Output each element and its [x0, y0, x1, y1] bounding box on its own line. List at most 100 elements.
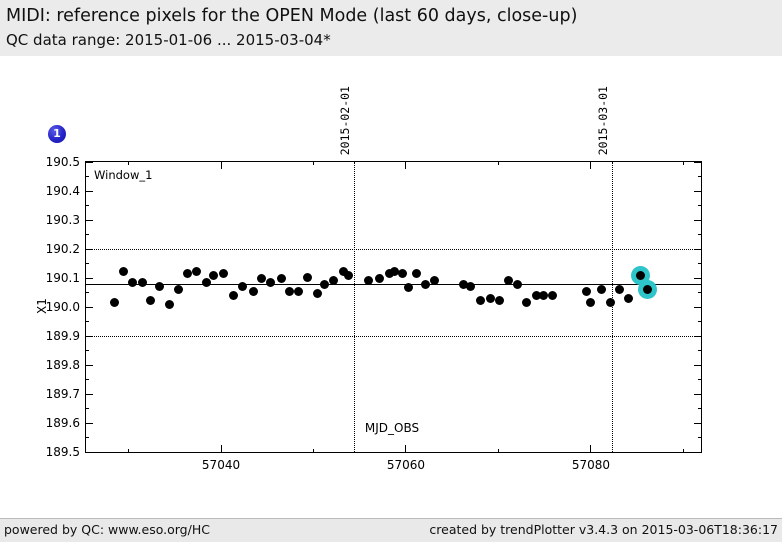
data-point	[390, 267, 400, 277]
y-minor-tick	[86, 379, 89, 380]
y-tick-label: 190.2	[45, 242, 80, 256]
y-minor-tick	[698, 205, 701, 206]
data-point	[504, 276, 514, 286]
y-minor-tick	[698, 350, 701, 351]
y-tick	[86, 306, 93, 308]
y-tick	[694, 219, 701, 221]
data-point	[364, 276, 374, 286]
data-point	[192, 267, 202, 277]
data-point	[513, 280, 523, 290]
x-axis-title: MJD_OBS	[364, 421, 420, 435]
data-point	[201, 278, 211, 288]
y-tick	[694, 364, 701, 366]
qc-data-range: QC data range: 2015-01-06 ... 2015-03-04…	[6, 31, 331, 49]
x-minor-tick	[497, 162, 499, 165]
y-tick-label: 189.8	[45, 358, 80, 372]
data-point	[137, 277, 147, 287]
y-minor-tick	[698, 437, 701, 438]
data-point	[624, 293, 634, 303]
y-tick-label: 189.5	[45, 445, 80, 459]
y-tick	[86, 161, 93, 163]
x-tick	[405, 162, 407, 169]
data-point	[605, 297, 615, 307]
data-point	[344, 271, 354, 281]
y-minor-tick	[698, 292, 701, 293]
event-line-label: 2015-02-01	[338, 85, 353, 155]
y-tick-label: 189.9	[45, 329, 80, 343]
data-point	[303, 272, 313, 282]
y-minor-tick	[698, 379, 701, 380]
footer-created-by: created by trendPlotter v3.4.3 on 2015-0…	[429, 522, 778, 537]
y-tick	[86, 219, 93, 221]
event-line	[611, 162, 613, 452]
y-tick	[694, 248, 701, 250]
data-point	[596, 285, 606, 295]
data-point	[466, 282, 476, 292]
x-tick-label: 57060	[386, 458, 426, 472]
page-title: MIDI: reference pixels for the OPEN Mode…	[6, 6, 578, 26]
y-tick	[694, 161, 701, 163]
data-point	[458, 280, 468, 290]
data-point	[586, 297, 596, 307]
x-tick-label: 57040	[201, 458, 241, 472]
footer-powered-by[interactable]: powered by QC: www.eso.org/HC	[4, 522, 210, 537]
data-point	[485, 294, 495, 304]
y-tick	[86, 364, 93, 366]
data-point	[119, 267, 129, 277]
y-minor-tick	[86, 205, 89, 206]
data-point	[329, 275, 339, 285]
y-tick-label: 190.0	[45, 300, 80, 314]
data-point	[228, 291, 238, 301]
y-tick	[694, 393, 701, 395]
x-minor-tick	[313, 449, 314, 452]
y-tick-label: 190.5	[45, 155, 80, 169]
y-tick	[86, 248, 93, 250]
y-tick	[694, 451, 701, 453]
y-minor-tick	[698, 321, 701, 322]
data-point	[155, 281, 165, 291]
data-point	[384, 269, 394, 279]
event-line	[353, 162, 355, 452]
data-point	[374, 273, 384, 283]
x-minor-tick	[682, 162, 684, 165]
x-tick	[590, 162, 592, 169]
x-tick	[590, 445, 592, 452]
data-point	[404, 283, 414, 293]
y-tick	[694, 306, 701, 308]
y-tick-label: 189.6	[45, 416, 80, 430]
mean-line	[86, 283, 701, 286]
threshold-dotted-line	[86, 248, 701, 250]
chart-area: X1 Window_1 2015-02-01 2015-03-01 189.5 189…	[0, 56, 782, 516]
y-tick	[86, 393, 93, 395]
footer-bar: powered by QC: www.eso.org/HC created by…	[0, 518, 782, 542]
plot-frame: Window_1 2015-02-01 2015-03-01 189.5 189.6 1…	[46, 86, 702, 472]
data-point	[219, 268, 229, 278]
x-minor-tick	[128, 449, 130, 452]
x-tick	[220, 162, 222, 169]
x-tick-label: 57080	[571, 458, 611, 472]
y-minor-tick	[86, 292, 89, 293]
y-minor-tick	[86, 321, 89, 322]
data-point	[420, 279, 430, 289]
data-point	[257, 274, 267, 284]
x-tick	[405, 445, 407, 452]
event-line-label: 2015-03-01	[596, 85, 611, 155]
y-tick-label: 190.4	[45, 184, 80, 198]
data-point	[320, 280, 330, 290]
data-point	[547, 291, 557, 301]
x-minor-tick	[128, 162, 130, 165]
data-point	[276, 273, 286, 283]
data-point	[531, 291, 541, 301]
data-point	[494, 296, 504, 306]
y-tick	[86, 451, 93, 453]
y-tick	[86, 335, 93, 337]
y-minor-tick	[86, 350, 89, 351]
y-tick	[694, 190, 701, 192]
plot-number-marker[interactable]: 1	[48, 125, 66, 143]
data-point	[476, 296, 486, 306]
data-point	[539, 290, 549, 300]
y-tick	[694, 277, 701, 279]
x-tick	[220, 445, 222, 452]
data-point	[397, 268, 407, 278]
